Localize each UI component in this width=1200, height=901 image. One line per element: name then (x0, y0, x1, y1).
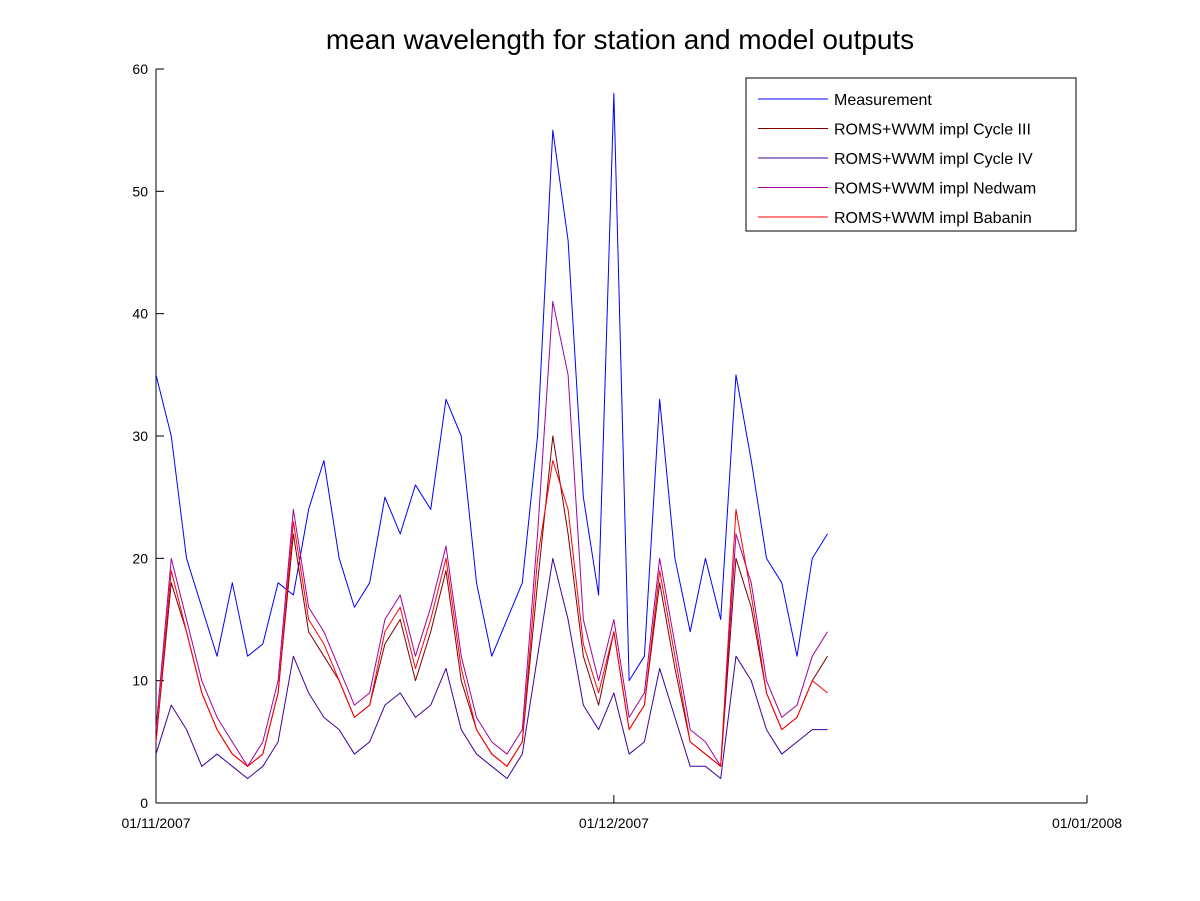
legend-label: ROMS+WWM impl Cycle IV (834, 151, 1033, 168)
x-tick-label: 01/12/2007 (579, 815, 649, 831)
y-tick-label: 50 (132, 183, 148, 199)
y-tick-label: 30 (132, 428, 148, 444)
y-tick-label: 40 (132, 306, 148, 322)
series-line-4 (155, 300, 828, 767)
y-tick-label: 60 (132, 61, 148, 77)
series-line-2 (155, 435, 828, 767)
chart-title: mean wavelength for station and model ou… (326, 24, 914, 55)
legend: Measurement ROMS+WWM impl Cycle III ROMS+W… (745, 77, 1077, 232)
axes: 0 10 20 30 40 50 60 01/11/2007 01/12/2007 01/01/2… (121, 61, 1122, 831)
series-line-1 (155, 92, 828, 682)
series-layer (155, 92, 828, 780)
legend-box (745, 77, 1077, 232)
series-line-5 (155, 459, 828, 767)
legend-label: Measurement (834, 92, 932, 109)
y-tick-label: 20 (132, 550, 148, 566)
x-tick-label: 01/01/2008 (1052, 815, 1122, 831)
series-line-3 (155, 557, 828, 780)
y-tick-label: 10 (132, 673, 148, 689)
legend-label: ROMS+WWM impl Cycle III (834, 122, 1031, 139)
y-tick-label: 0 (140, 795, 148, 811)
x-tick-label: 01/11/2007 (121, 815, 190, 831)
legend-label: ROMS+WWM impl Babanin (834, 210, 1032, 227)
legend-label: ROMS+WWM impl Nedwam (834, 181, 1036, 198)
